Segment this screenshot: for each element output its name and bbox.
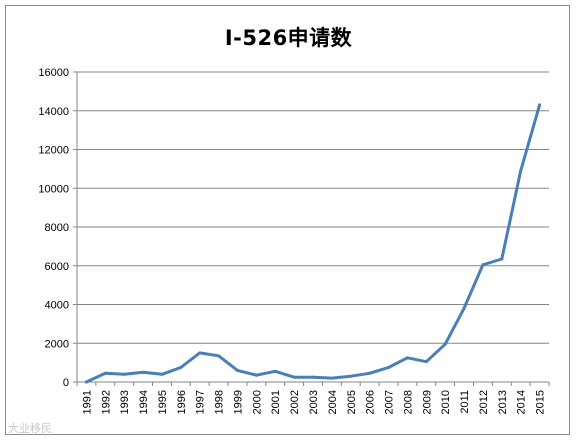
x-tick-label: 2009 xyxy=(421,390,433,414)
x-tick-label: 2011 xyxy=(459,390,471,414)
data-point xyxy=(330,376,334,380)
y-tick-label: 14000 xyxy=(38,106,69,118)
x-tick-label: 2001 xyxy=(270,390,282,414)
x-tick-label: 2004 xyxy=(327,390,339,414)
data-point xyxy=(84,380,88,384)
data-point xyxy=(273,369,277,373)
data-point xyxy=(311,375,315,379)
data-point xyxy=(217,354,221,358)
data-point xyxy=(122,372,126,376)
x-axis: 1991 1992 1993 1994 1995 1996 1997 1998 1999 2000… xyxy=(76,382,550,414)
x-tick-label: 1996 xyxy=(176,390,188,414)
data-point xyxy=(519,169,523,173)
x-tick-label: 1999 xyxy=(232,390,244,414)
y-tick-label: 4000 xyxy=(45,300,69,312)
data-point xyxy=(387,365,391,369)
data-point xyxy=(179,365,183,369)
data-point xyxy=(538,103,542,107)
data-point xyxy=(349,374,353,378)
y-tick-label: 6000 xyxy=(45,261,69,273)
gridlines xyxy=(77,71,549,383)
data-point xyxy=(368,371,372,375)
x-tick-label: 2007 xyxy=(384,390,396,414)
chart-frame xyxy=(5,5,570,435)
x-tick-label: 1995 xyxy=(157,390,169,414)
x-tick-label: 2010 xyxy=(440,390,452,414)
x-tick-label: 2013 xyxy=(497,390,509,414)
x-tick-label: 2006 xyxy=(365,390,377,414)
data-point xyxy=(198,351,202,355)
x-tick-label: 1991 xyxy=(81,390,93,414)
data-point xyxy=(462,306,466,310)
x-tick-label: 1997 xyxy=(195,390,207,414)
x-tick-label: 2008 xyxy=(402,390,414,414)
x-tick-label: 2002 xyxy=(289,390,301,414)
data-point xyxy=(481,263,485,267)
x-tick-label: 1998 xyxy=(214,390,226,414)
watermark: 大业移民 xyxy=(8,422,52,435)
data-point xyxy=(405,356,409,360)
y-tick-label: 0 xyxy=(63,377,69,389)
series-layer xyxy=(84,103,542,384)
data-point xyxy=(443,342,447,346)
y-axis: 0 2000 4000 6000 8000 10000 12000 14000 16000 xyxy=(38,67,78,389)
series-line xyxy=(84,103,542,384)
chart-title: I-526申请数 xyxy=(224,26,353,50)
y-tick-label: 16000 xyxy=(38,67,69,79)
data-point xyxy=(424,360,428,364)
x-tick-label: 1993 xyxy=(119,390,131,414)
y-tick-label: 12000 xyxy=(38,145,69,157)
x-tick-label: 2012 xyxy=(478,390,490,414)
x-tick-label: 2000 xyxy=(251,390,263,414)
data-point xyxy=(141,370,145,374)
data-point xyxy=(103,371,107,375)
data-point xyxy=(160,372,164,376)
y-tick-label: 2000 xyxy=(45,338,69,350)
x-tick-label: 1992 xyxy=(100,390,112,414)
data-point xyxy=(500,257,504,261)
x-tick-label: 2014 xyxy=(516,390,528,414)
data-point xyxy=(235,368,239,372)
y-tick-label: 8000 xyxy=(45,222,69,234)
x-tick-label: 2003 xyxy=(308,390,320,414)
x-tick-label: 2005 xyxy=(346,390,358,414)
x-tick-label: 2015 xyxy=(535,390,547,414)
x-tick-label: 1994 xyxy=(138,390,150,414)
data-point xyxy=(254,373,258,377)
y-tick-label: 10000 xyxy=(38,183,69,195)
data-point xyxy=(292,375,296,379)
